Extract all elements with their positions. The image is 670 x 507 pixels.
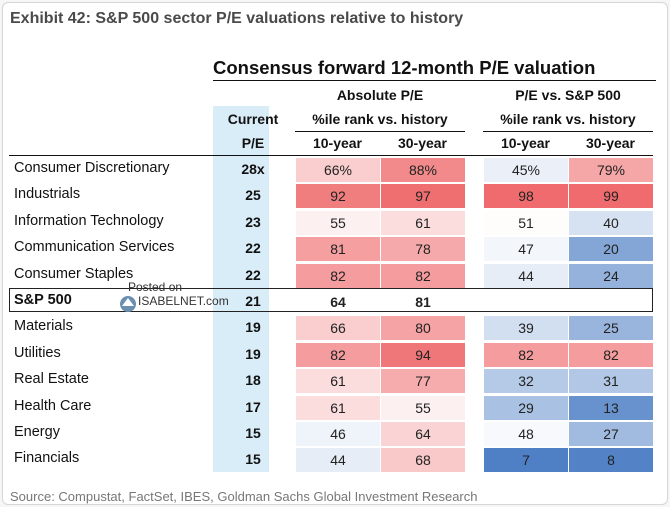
header-relative-pe: P/E vs. S&P 500	[515, 87, 621, 103]
watermark-logo-icon	[120, 296, 136, 312]
cell-abs10: 82	[296, 342, 380, 367]
current-pe-value: 15	[245, 451, 261, 468]
cell-rel30: 20	[569, 237, 653, 262]
cell-abs30: 68	[381, 448, 465, 473]
cell-rel10: 82	[484, 342, 568, 367]
row-label: Energy	[14, 424, 60, 440]
row-label: Consumer Discretionary	[14, 160, 170, 176]
cell-abs10: 46	[296, 422, 380, 446]
cell-rel30: 8	[569, 448, 653, 473]
cell-abs30: 61	[381, 210, 465, 235]
current-pe-value: 28x	[241, 161, 265, 177]
cell-abs30: 77	[381, 369, 465, 394]
table-title: Consensus forward 12-month P/E valuation	[213, 57, 656, 81]
cell-abs10: 55	[296, 210, 380, 235]
cell-abs10: 82	[296, 263, 380, 288]
cell-rel30: 13	[569, 395, 653, 420]
current-pe-value: 19	[245, 319, 261, 336]
header-abs-10y: 10-year	[312, 135, 363, 151]
cell-abs30: 80	[381, 316, 465, 341]
cell-abs10: 64	[330, 294, 346, 310]
header-rule-absolute	[295, 131, 465, 132]
row-label: Materials	[14, 318, 73, 335]
current-pe-value: 18	[245, 372, 261, 389]
cell-abs30: 81	[415, 294, 431, 310]
cell-rel30: 40	[569, 210, 653, 235]
current-pe-value: 15	[245, 425, 261, 441]
current-pe-value: 22	[245, 240, 261, 257]
header-rel-30y: 30-year	[585, 135, 636, 151]
cell-rel30: 25	[569, 316, 653, 341]
cell-rel10: 39	[484, 316, 568, 341]
source-note: Source: Compustat, FactSet, IBES, Goldma…	[10, 489, 478, 504]
cell-abs30: 82	[381, 263, 465, 288]
cell-rel30: 31	[569, 369, 653, 394]
cell-rel10: 48	[484, 422, 568, 446]
current-pe-value: 21	[245, 293, 261, 309]
header-rule-relative	[483, 131, 653, 132]
header-bottom-rule	[9, 155, 653, 156]
cell-rel30: 24	[569, 263, 653, 288]
row-label: Real Estate	[14, 371, 89, 388]
cell-abs30: 78	[381, 237, 465, 262]
watermark-posted-on: Posted on	[128, 280, 183, 294]
current-pe-value: 17	[245, 398, 261, 415]
cell-abs10: 81	[296, 237, 380, 262]
cell-abs10: 61	[296, 395, 380, 420]
header-absolute-rank: %ile rank vs. history	[312, 111, 448, 127]
current-pe-value: 25	[245, 187, 261, 204]
current-pe-value: 23	[245, 213, 261, 230]
cell-rel10: 29	[484, 395, 568, 420]
row-label: S&P 500	[14, 292, 72, 308]
cell-rel10: 47	[484, 237, 568, 262]
cell-abs10: 66%	[296, 158, 380, 182]
cell-rel30: 27	[569, 422, 653, 446]
row-label: Information Technology	[14, 212, 164, 229]
header-rel-10y: 10-year	[500, 135, 551, 151]
sp500-highlight-box	[9, 288, 653, 312]
header-current: Current	[227, 111, 279, 127]
header-absolute-pe: Absolute P/E	[336, 87, 424, 103]
cell-rel10: 51	[484, 210, 568, 235]
row-label: Industrials	[14, 186, 81, 203]
cell-rel30: 82	[569, 342, 653, 367]
row-label: Financials	[14, 450, 80, 467]
cell-abs30: 64	[381, 422, 465, 446]
cell-abs30: 88%	[381, 158, 465, 182]
cell-abs10: 92	[296, 184, 380, 209]
current-pe-value: 19	[245, 345, 261, 362]
cell-abs10: 66	[296, 316, 380, 341]
exhibit-title: Exhibit 42: S&P 500 sector P/E valuation…	[10, 10, 464, 27]
current-pe-value: 22	[245, 266, 261, 283]
header-pe: P/E	[241, 135, 265, 151]
cell-abs10: 61	[296, 369, 380, 394]
cell-rel10: 98	[484, 184, 568, 209]
cell-rel10: 45%	[484, 158, 568, 182]
watermark-site: ISABELNET.com	[138, 294, 229, 308]
header-abs-30y: 30-year	[397, 135, 448, 151]
cell-abs30: 55	[381, 395, 465, 420]
cell-abs30: 97	[381, 184, 465, 209]
row-label: Consumer Staples	[14, 265, 134, 282]
cell-rel30: 79%	[569, 158, 653, 182]
row-label: Health Care	[14, 397, 92, 414]
cell-rel10: 32	[484, 369, 568, 394]
header-relative-rank: %ile rank vs. history	[500, 111, 636, 127]
row-label: Utilities	[14, 344, 61, 361]
current-pe-band	[213, 106, 269, 472]
cell-abs10: 44	[296, 448, 380, 473]
row-label: Communication Services	[14, 239, 175, 256]
cell-rel10: 7	[484, 448, 568, 473]
cell-rel10: 44	[484, 263, 568, 288]
cell-abs30: 94	[381, 342, 465, 367]
cell-rel30: 99	[569, 184, 653, 209]
